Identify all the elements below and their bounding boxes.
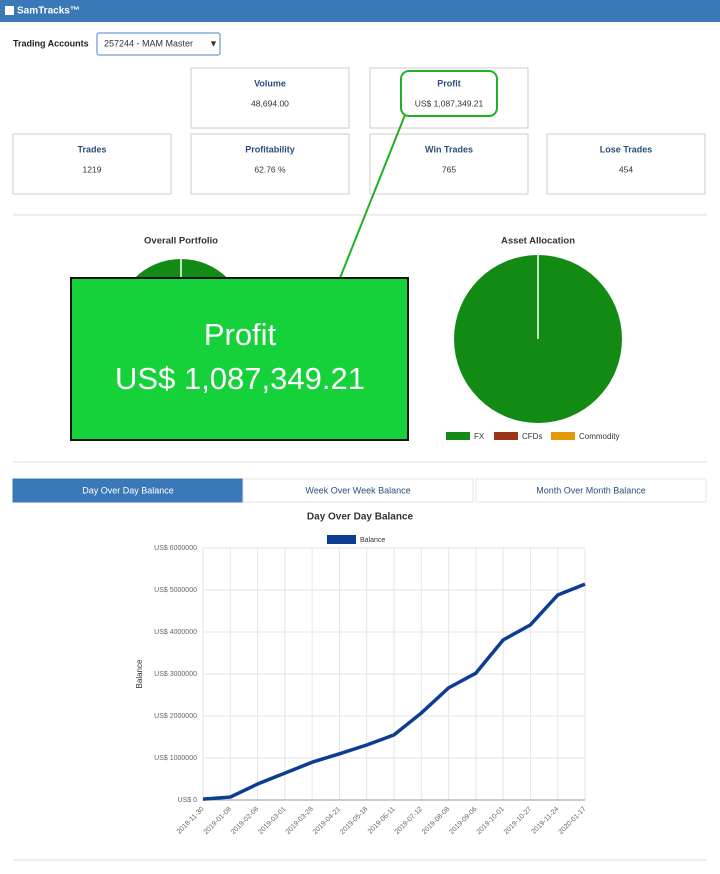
- x-tick-label: 2019-09-06: [448, 806, 478, 836]
- chart-title: Day Over Day Balance: [307, 512, 414, 523]
- x-tick-label: 2019-06-11: [367, 806, 397, 836]
- callout-pointer: [339, 114, 406, 279]
- legend-swatch: [446, 432, 470, 440]
- y-tick-label: US$ 1000000: [154, 755, 197, 762]
- y-axis-title: Balance: [135, 659, 144, 688]
- stat-label: Lose Trades: [600, 144, 653, 154]
- stat-value: 454: [619, 164, 633, 174]
- stat-value: 765: [442, 164, 456, 174]
- stat-box: [190, 67, 350, 129]
- legend-label: CFDs: [522, 432, 542, 441]
- x-tick-label: 2019-02-08: [230, 806, 260, 836]
- tab[interactable]: [475, 478, 707, 503]
- account-select[interactable]: [96, 32, 221, 56]
- stat-label: Win Trades: [425, 144, 473, 154]
- legend-swatch: [551, 432, 575, 440]
- stat-box: [12, 133, 172, 195]
- stat-value: 62.76 %: [254, 164, 286, 174]
- x-tick-label: 2020-01-17: [557, 806, 587, 836]
- x-tick-label: 2019-10-27: [503, 806, 533, 836]
- asset-allocation-title: Asset Allocation: [501, 236, 575, 247]
- x-tick-label: 2019-11-24: [531, 806, 561, 836]
- y-tick-label: US$ 2000000: [154, 713, 197, 720]
- y-tick-label: US$ 5000000: [154, 587, 197, 594]
- callout-box: [70, 277, 409, 441]
- y-tick-label: US$ 6000000: [154, 545, 197, 552]
- stat-box: [369, 67, 529, 129]
- stat-box: [190, 133, 350, 195]
- x-tick-label: 2019-03-28: [285, 806, 315, 836]
- legend-swatch: [494, 432, 518, 440]
- stat-label: Profit: [437, 78, 461, 88]
- stat-label: Profitability: [245, 144, 295, 154]
- profit-highlight: [400, 70, 498, 117]
- stat-value: US$ 1,087,349.21: [415, 98, 484, 108]
- stat-box: [369, 133, 529, 195]
- account-value: 257244 - MAM Master: [104, 38, 193, 48]
- callout-title: Profit: [204, 317, 277, 352]
- tab-label: Day Over Day Balance: [82, 485, 174, 495]
- legend-swatch: [327, 535, 356, 544]
- overall-portfolio-title: Overall Portfolio: [144, 236, 218, 247]
- y-tick-label: US$ 4000000: [154, 629, 197, 636]
- select-arrow: ▼: [209, 38, 218, 48]
- header-bar: [0, 0, 720, 22]
- x-tick-label: 2019-08-08: [421, 806, 451, 836]
- tab-label: Week Over Week Balance: [305, 485, 410, 495]
- stat-label: Volume: [254, 78, 286, 88]
- tab-label: Month Over Month Balance: [536, 485, 646, 495]
- logo-icon: [5, 6, 14, 15]
- stat-label: Trades: [77, 144, 106, 154]
- legend-label: Commodity: [579, 432, 619, 441]
- x-tick-label: 2019-01-08: [203, 806, 233, 836]
- x-tick-label: 2019-07-12: [394, 806, 424, 836]
- balance-line: [202, 582, 586, 801]
- stat-box: [546, 133, 706, 195]
- x-tick-label: 2019-04-21: [312, 806, 342, 836]
- x-tick-label: 2018-11-30: [176, 806, 206, 836]
- y-tick-label: US$ 3000000: [154, 671, 197, 678]
- app-title: SamTracks™: [17, 6, 80, 17]
- y-tick-label: US$ 0: [178, 797, 198, 804]
- x-tick-label: 2019-10-01: [476, 806, 506, 836]
- account-label: Trading Accounts: [13, 38, 89, 48]
- x-tick-label: 2019-03-01: [257, 806, 287, 836]
- stat-value: 48,694.00: [251, 98, 289, 108]
- legend-label: FX: [474, 432, 485, 441]
- stat-value: 1219: [83, 164, 102, 174]
- legend-label: Balance: [360, 537, 385, 544]
- x-tick-label: 2019-05-18: [339, 806, 369, 836]
- callout-value: US$ 1,087,349.21: [115, 361, 365, 396]
- tab[interactable]: [242, 478, 474, 503]
